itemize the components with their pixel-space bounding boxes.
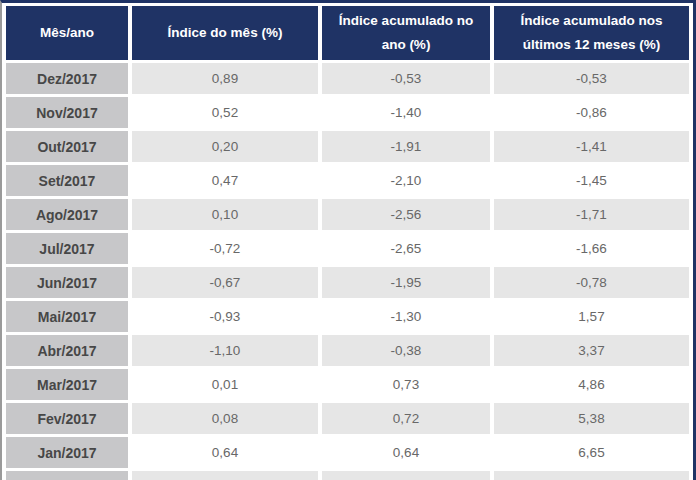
month-cell: Dez/2017 (6, 63, 128, 94)
col-header-twelve-month-index: Índice acumulado nos últimos 12 meses (%… (494, 6, 689, 60)
table-row: Out/20170,20-1,91-1,41 (6, 131, 689, 162)
month-cell: Fev/2017 (6, 403, 128, 434)
table-row: Set/20170,47-2,10-1,45 (6, 165, 689, 196)
ytd-index-cell: -0,38 (322, 335, 490, 366)
twelve-month-index-cell: -1,66 (494, 233, 689, 264)
month-cell: Ago/2017 (6, 199, 128, 230)
twelve-month-index-cell: -0,78 (494, 267, 689, 298)
partial-next-row (6, 471, 689, 480)
twelve-month-index-cell: -0,86 (494, 97, 689, 128)
monthly-index-table: Mês/ano Índice do mês (%) Índice acumula… (2, 3, 693, 480)
ytd-index-cell: -1,91 (322, 131, 490, 162)
twelve-month-index-cell: -1,45 (494, 165, 689, 196)
index-table-screen: Mês/ano Índice do mês (%) Índice acumula… (0, 0, 696, 480)
table-row: Jan/20170,640,646,65 (6, 437, 689, 468)
table-row: Abr/2017-1,10-0,383,37 (6, 335, 689, 366)
month-cell: Mar/2017 (6, 369, 128, 400)
monthly-index-cell: -0,72 (132, 233, 318, 264)
twelve-month-index-cell: 6,65 (494, 437, 689, 468)
ytd-index-cell: -2,56 (322, 199, 490, 230)
monthly-index-cell: -0,93 (132, 301, 318, 332)
twelve-month-index-cell: 1,57 (494, 301, 689, 332)
monthly-index-cell: -1,10 (132, 335, 318, 366)
table-row: Dez/20170,89-0,53-0,53 (6, 63, 689, 94)
col-header-ytd-index: Índice acumulado no ano (%) (322, 6, 490, 60)
ytd-index-cell: -1,95 (322, 267, 490, 298)
ytd-index-cell: -2,65 (322, 233, 490, 264)
table-row: Jul/2017-0,72-2,65-1,66 (6, 233, 689, 264)
month-cell (6, 471, 128, 480)
table-body: Dez/20170,89-0,53-0,53Nov/20170,52-1,40-… (6, 63, 689, 480)
ytd-index-cell: -1,40 (322, 97, 490, 128)
monthly-index-cell: 0,64 (132, 437, 318, 468)
monthly-index-cell: 0,20 (132, 131, 318, 162)
ytd-index-cell: 0,72 (322, 403, 490, 434)
ytd-index-cell: -1,30 (322, 301, 490, 332)
monthly-index-cell: 0,89 (132, 63, 318, 94)
table-row: Ago/20170,10-2,56-1,71 (6, 199, 689, 230)
table-row: Mai/2017-0,93-1,301,57 (6, 301, 689, 332)
table-row: Fev/20170,080,725,38 (6, 403, 689, 434)
month-cell: Out/2017 (6, 131, 128, 162)
header-row: Mês/ano Índice do mês (%) Índice acumula… (6, 6, 689, 60)
ytd-index-cell: -0,53 (322, 63, 490, 94)
month-cell: Abr/2017 (6, 335, 128, 366)
ytd-index-cell: 0,64 (322, 437, 490, 468)
ytd-index-cell: -2,10 (322, 165, 490, 196)
twelve-month-index-cell: -0,53 (494, 63, 689, 94)
table-row: Jun/2017-0,67-1,95-0,78 (6, 267, 689, 298)
monthly-index-cell: -0,67 (132, 267, 318, 298)
month-cell: Jun/2017 (6, 267, 128, 298)
twelve-month-index-cell: 4,86 (494, 369, 689, 400)
ytd-index-cell: 0,73 (322, 369, 490, 400)
table-row: Nov/20170,52-1,40-0,86 (6, 97, 689, 128)
monthly-index-cell: 0,52 (132, 97, 318, 128)
twelve-month-index-cell: 3,37 (494, 335, 689, 366)
value-cell (322, 471, 490, 480)
month-cell: Mai/2017 (6, 301, 128, 332)
value-cell (494, 471, 689, 480)
col-header-month: Mês/ano (6, 6, 128, 60)
month-cell: Jan/2017 (6, 437, 128, 468)
monthly-index-cell: 0,10 (132, 199, 318, 230)
value-cell (132, 471, 318, 480)
monthly-index-cell: 0,01 (132, 369, 318, 400)
month-cell: Jul/2017 (6, 233, 128, 264)
table-row: Mar/20170,010,734,86 (6, 369, 689, 400)
month-cell: Set/2017 (6, 165, 128, 196)
monthly-index-cell: 0,47 (132, 165, 318, 196)
twelve-month-index-cell: -1,71 (494, 199, 689, 230)
col-header-monthly-index: Índice do mês (%) (132, 6, 318, 60)
monthly-index-cell: 0,08 (132, 403, 318, 434)
twelve-month-index-cell: -1,41 (494, 131, 689, 162)
twelve-month-index-cell: 5,38 (494, 403, 689, 434)
month-cell: Nov/2017 (6, 97, 128, 128)
